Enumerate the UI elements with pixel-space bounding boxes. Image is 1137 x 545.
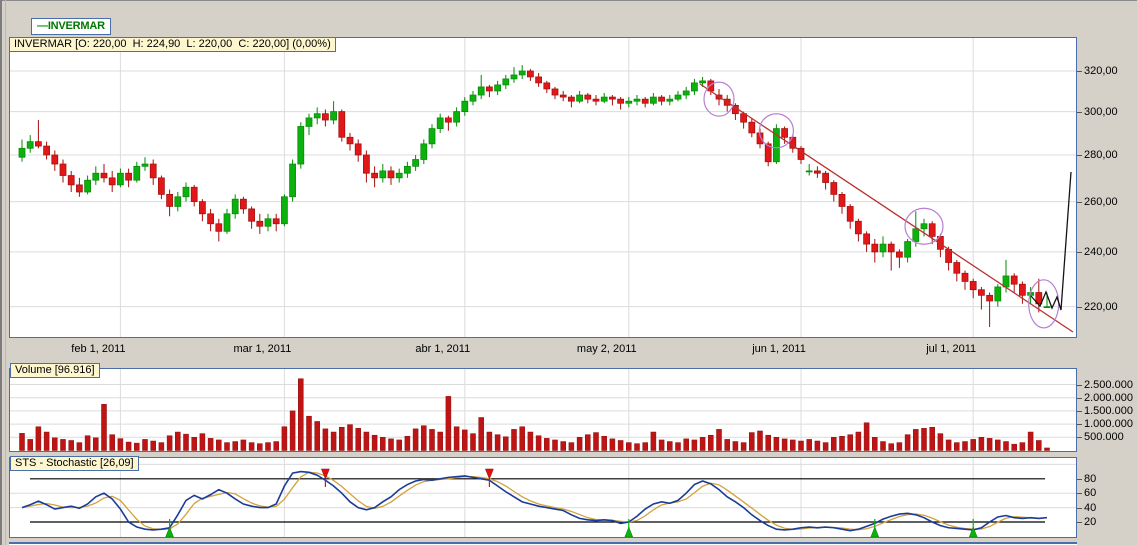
stochastic-chart[interactable] [10, 458, 1076, 537]
volume-chart[interactable] [10, 369, 1076, 451]
stoch-tick-tickmark [1077, 493, 1082, 495]
stoch-tick-tickmark [1077, 478, 1082, 480]
volume-tick: 500.000 [1084, 431, 1124, 444]
volume-tick-tickmark [1077, 437, 1082, 439]
volume-tick: 2.000.000 [1084, 391, 1133, 404]
legend-dash-icon: — [37, 20, 48, 32]
volume-tick-tickmark [1077, 410, 1082, 412]
price-tick-tickmark [1077, 201, 1082, 203]
date-label: mar 1, 2011 [233, 343, 292, 355]
stoch-tick: 80 [1084, 472, 1097, 485]
volume-tick: 2.500.000 [1084, 378, 1133, 391]
price-tick-tickmark [1077, 154, 1082, 156]
quote-bar: INVERMAR [O: 220,00 H: 224,90 L: 220,00 … [9, 37, 336, 52]
price-tick: 240,00 [1084, 245, 1118, 258]
volume-tick-tickmark [1077, 384, 1082, 386]
price-tick: 220,00 [1084, 300, 1118, 313]
date-label: abr 1, 2011 [415, 343, 471, 355]
window-left-edge [0, 0, 2, 545]
price-tick: 300,00 [1084, 105, 1118, 118]
date-label: feb 1, 2011 [71, 343, 126, 355]
date-label: may 2, 2011 [576, 343, 637, 355]
price-tick: 260,00 [1084, 195, 1118, 208]
price-tick-tickmark [1077, 251, 1082, 253]
price-tick-tickmark [1077, 71, 1082, 72]
stoch-tick-tickmark [1077, 522, 1082, 523]
volume-tick: 1.000.000 [1084, 418, 1133, 431]
volume-tick-tickmark [1077, 424, 1082, 426]
price-tick-tickmark [1077, 306, 1082, 308]
volume-label[interactable]: Volume [96.916] [10, 363, 100, 378]
price-tick: 320,00 [1084, 65, 1118, 77]
date-label: jul 1, 2011 [926, 343, 977, 355]
price-panel[interactable] [9, 37, 1077, 338]
date-label: jun 1, 2011 [752, 343, 806, 355]
stoch-tick: 60 [1084, 487, 1097, 500]
next-panel-edge [9, 542, 1077, 545]
window-left-splitter[interactable] [5, 0, 6, 545]
legend-symbol: INVERMAR [47, 20, 105, 32]
stoch-tick: 40 [1084, 501, 1097, 514]
volume-tick-tickmark [1077, 397, 1082, 399]
volume-panel[interactable] [9, 368, 1077, 452]
stochastic-label[interactable]: STS - Stochastic [26,09] [10, 456, 139, 471]
volume-tick: 1.500.000 [1084, 404, 1133, 417]
stoch-tick-tickmark [1077, 507, 1082, 509]
candlestick-chart[interactable] [10, 38, 1076, 337]
series-legend[interactable]: —INVERMAR [31, 18, 111, 35]
stoch-tick: 20 [1084, 516, 1097, 528]
stochastic-panel[interactable] [9, 457, 1077, 538]
price-tick: 280,00 [1084, 148, 1118, 161]
price-tick-tickmark [1077, 111, 1082, 113]
window-top-edge [0, 0, 1137, 1]
